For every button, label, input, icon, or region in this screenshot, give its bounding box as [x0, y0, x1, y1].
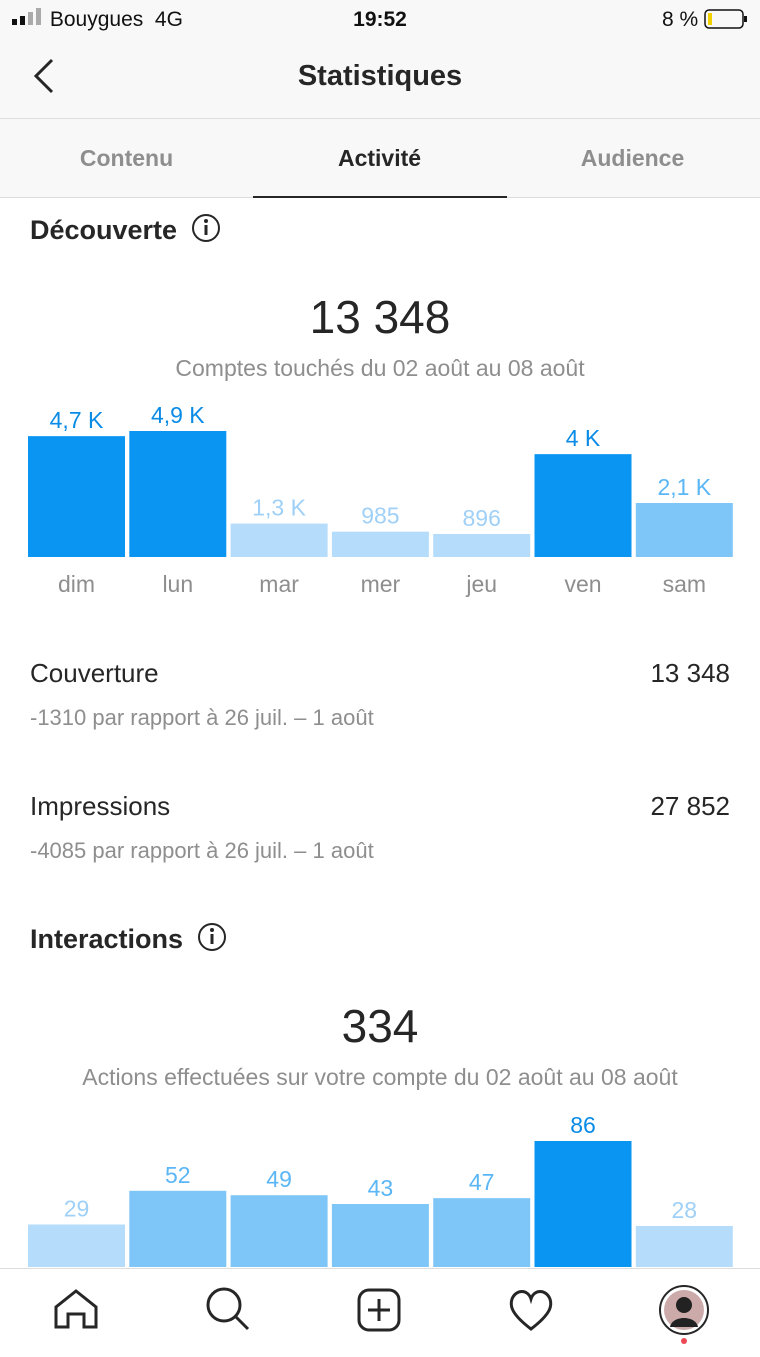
tab[interactable]: Audience	[580, 145, 685, 171]
subtitle: Actions effectuées sur votre compte du 0…	[82, 1064, 678, 1090]
nav-bar	[0, 1268, 760, 1352]
total: 334	[341, 1000, 419, 1052]
value-label: 4 K	[566, 425, 601, 451]
search-icon[interactable]	[206, 1287, 250, 1331]
status-right: 8 %	[662, 8, 748, 32]
value-label: 52	[165, 1162, 191, 1188]
nav-icons	[54, 1285, 709, 1344]
bar	[129, 431, 227, 557]
value-label: 896	[463, 505, 501, 531]
signal-icon	[12, 8, 41, 25]
category-label: mer	[361, 571, 401, 597]
back-button[interactable]	[30, 58, 60, 94]
metric-note: -1310 par rapport à 26 juil. – 1 août	[30, 705, 374, 730]
tab-active[interactable]: Activité	[337, 145, 422, 171]
value-label: 29	[64, 1196, 90, 1222]
bar	[331, 1204, 429, 1267]
home-icon[interactable]	[54, 1289, 98, 1329]
bar	[534, 1141, 632, 1267]
bar	[433, 1198, 531, 1267]
bar	[28, 1224, 125, 1267]
bar	[230, 523, 328, 557]
subtitle: Comptes touchés du 02 août au 08 août	[175, 355, 585, 381]
value-label: 4,7 K	[50, 407, 104, 433]
page-title: Statistiques	[297, 60, 463, 92]
total: 13 348	[309, 291, 451, 343]
value-label: 1,3 K	[252, 495, 306, 521]
value-label: 47	[469, 1169, 495, 1195]
bar	[433, 533, 531, 557]
info-icon[interactable]	[197, 922, 227, 952]
metric-label: Couverture	[30, 658, 159, 688]
tab[interactable]: Contenu	[79, 145, 174, 171]
bar	[635, 503, 733, 557]
metric-value: 27 852	[650, 791, 730, 821]
carrier: Bouygues	[49, 8, 144, 31]
value-label: 49	[266, 1166, 292, 1192]
value-label: 28	[672, 1197, 698, 1223]
metric-value: 13 348	[650, 658, 730, 688]
bar	[28, 436, 125, 557]
network: 4G	[154, 8, 183, 31]
metric-note: -4085 par rapport à 26 juil. – 1 août	[30, 838, 374, 863]
category-label: sam	[663, 571, 706, 597]
category-label: jeu	[465, 571, 497, 597]
discovery-chart: 4,7 K dim 4,9 K lun 1,3 K mar 985 mer 896 jeu 4 K v…	[28, 402, 733, 597]
interactions-chart: 29 52 49 43 47 86 28	[28, 1112, 733, 1267]
section-title-text: Interactions	[30, 924, 184, 954]
section-title: Découverte	[30, 213, 221, 246]
value-label: 985	[361, 503, 399, 529]
category-label: lun	[162, 571, 193, 597]
bar	[230, 1195, 328, 1267]
battery-text: 8 %	[661, 8, 699, 31]
bar	[331, 531, 429, 557]
section-title-text: Découverte	[30, 215, 178, 245]
time: 19:52	[353, 8, 407, 31]
section-title: Interactions	[30, 922, 227, 955]
battery-icon	[704, 9, 747, 29]
metric-label: Impressions	[30, 791, 171, 821]
header-bar	[0, 0, 760, 119]
status-left: Bouygues 4G	[10, 8, 183, 32]
info-icon[interactable]	[191, 213, 221, 243]
tab-indicator	[253, 196, 507, 198]
bar	[635, 1225, 733, 1267]
category-label: mar	[259, 571, 299, 597]
category-label: ven	[564, 571, 601, 597]
value-label: 86	[570, 1112, 596, 1138]
profile-icon[interactable]	[659, 1285, 709, 1344]
bar	[534, 454, 632, 557]
bar	[129, 1190, 227, 1267]
value-label: 4,9 K	[151, 402, 205, 428]
add-icon[interactable]	[357, 1288, 401, 1332]
activity-icon[interactable]	[509, 1290, 553, 1331]
value-label: 43	[368, 1175, 394, 1201]
category-label: dim	[58, 571, 95, 597]
value-label: 2,1 K	[657, 474, 711, 500]
